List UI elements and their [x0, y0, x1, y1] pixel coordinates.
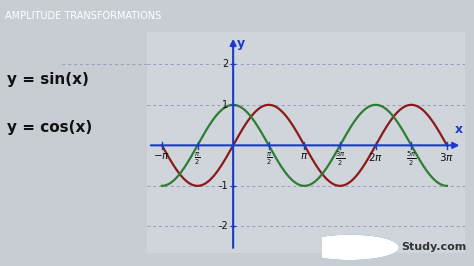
- Text: 2: 2: [222, 59, 228, 69]
- Text: $-\pi$: $-\pi$: [153, 151, 171, 161]
- Text: $\pi$: $\pi$: [300, 151, 309, 161]
- Text: Study.com: Study.com: [401, 242, 466, 252]
- Text: y = sin(x): y = sin(x): [8, 72, 89, 87]
- Circle shape: [301, 235, 398, 259]
- Text: $2\pi$: $2\pi$: [368, 151, 383, 163]
- Text: $\frac{\pi}{2}$: $\frac{\pi}{2}$: [265, 150, 272, 167]
- Text: ▶: ▶: [348, 243, 355, 252]
- Text: $3\pi$: $3\pi$: [439, 151, 455, 163]
- Text: y: y: [237, 37, 246, 50]
- Text: $\frac{\pi}{2}$: $\frac{\pi}{2}$: [194, 150, 201, 167]
- Text: $\frac{5\pi}{2}$: $\frac{5\pi}{2}$: [406, 150, 417, 168]
- Text: x: x: [455, 123, 463, 136]
- Text: $\frac{3\pi}{2}$: $\frac{3\pi}{2}$: [335, 150, 345, 168]
- Text: y = cos(x): y = cos(x): [8, 120, 92, 135]
- Circle shape: [301, 235, 398, 259]
- Text: -1: -1: [219, 181, 228, 191]
- Text: 1: 1: [222, 100, 228, 110]
- Text: AMPLITUDE TRANSFORMATIONS: AMPLITUDE TRANSFORMATIONS: [5, 11, 161, 21]
- Text: -2: -2: [219, 221, 228, 231]
